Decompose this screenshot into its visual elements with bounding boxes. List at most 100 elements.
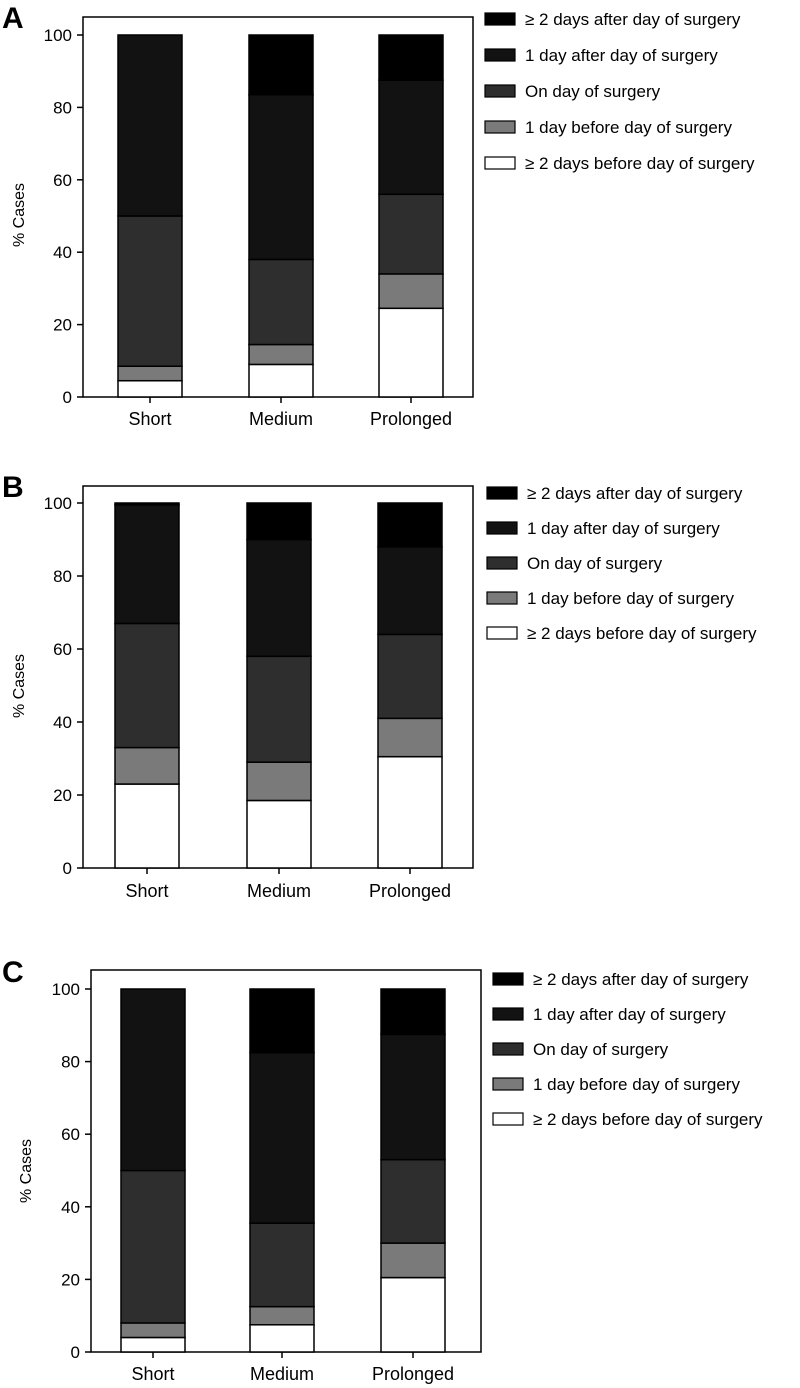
x-category-label: Medium bbox=[250, 1364, 314, 1384]
x-axis-categories: Short Medium Prolonged bbox=[125, 868, 451, 901]
legend-entry: ≥ 2 days before day of surgery bbox=[527, 624, 757, 643]
legend-entry: 1 day after day of surgery bbox=[527, 519, 720, 538]
y-tick-label: 60 bbox=[61, 1125, 80, 1144]
legend-swatch bbox=[492, 1112, 524, 1126]
panel-b: B % Cases 0 20 40 60 80 100 Short Medium Prolon… bbox=[2, 471, 757, 901]
y-tick-label: 60 bbox=[53, 640, 72, 659]
y-axis-label: % Cases bbox=[11, 654, 28, 718]
bar-segment bbox=[120, 1169, 186, 1324]
legend-entry: ≥ 2 days before day of surgery bbox=[525, 154, 755, 173]
legend-entry: ≥ 2 days before day of surgery bbox=[533, 1110, 763, 1129]
bar-segment bbox=[378, 307, 444, 398]
bar-segment bbox=[246, 655, 312, 763]
bar-segment bbox=[114, 502, 180, 506]
x-category-label: Prolonged bbox=[369, 881, 451, 901]
x-category-label: Short bbox=[128, 409, 171, 429]
legend: ≥ 2 days after day of surgery 1 day after… bbox=[492, 970, 763, 1129]
bar-segment bbox=[120, 1336, 186, 1353]
bar-segment bbox=[117, 365, 183, 382]
legend-swatch bbox=[486, 556, 518, 570]
bar-segment bbox=[246, 761, 312, 802]
bar-segment bbox=[378, 273, 444, 310]
x-category-label: Prolonged bbox=[370, 409, 452, 429]
bar-marks bbox=[117, 34, 444, 398]
panel-label-c: C bbox=[2, 956, 24, 989]
legend-swatch bbox=[486, 626, 518, 640]
y-axis-ticks: 0 20 40 60 80 100 bbox=[44, 494, 83, 878]
y-axis-label: % Cases bbox=[11, 183, 28, 247]
legend-entry: 1 day before day of surgery bbox=[533, 1075, 740, 1094]
x-category-label: Short bbox=[131, 1364, 174, 1384]
legend-swatch bbox=[484, 120, 516, 134]
y-axis-ticks: 0 20 40 60 80 100 bbox=[44, 26, 83, 407]
y-tick-label: 100 bbox=[52, 980, 80, 999]
legend-swatch bbox=[492, 1042, 524, 1056]
bar-segment bbox=[378, 34, 444, 81]
x-category-label: Medium bbox=[249, 409, 313, 429]
x-category-label: Medium bbox=[247, 881, 311, 901]
legend-swatch bbox=[486, 591, 518, 605]
panel-a: A % Cases 0 20 40 60 80 100 Short Medium Prolon… bbox=[2, 2, 755, 429]
legend-swatch bbox=[486, 486, 518, 500]
bar-segment bbox=[248, 93, 314, 261]
bar-segment bbox=[377, 502, 443, 548]
bar-segment bbox=[249, 1222, 315, 1308]
bar-segment bbox=[114, 783, 180, 869]
bar-segment bbox=[120, 1322, 186, 1339]
legend-swatch bbox=[486, 521, 518, 535]
y-tick-label: 60 bbox=[53, 171, 72, 190]
bar-segment bbox=[380, 1158, 446, 1244]
legend-entry: On day of surgery bbox=[525, 82, 661, 101]
y-axis-ticks: 0 20 40 60 80 100 bbox=[52, 980, 91, 1362]
panel-c: C % Cases 0 20 40 60 80 100 Short Medium Prolon… bbox=[2, 956, 763, 1384]
bar-segment bbox=[249, 1324, 315, 1353]
panel-label-b: B bbox=[2, 471, 24, 504]
legend-entry: ≥ 2 days after day of surgery bbox=[533, 970, 749, 989]
legend-swatch bbox=[492, 1007, 524, 1021]
y-tick-label: 20 bbox=[53, 316, 72, 335]
bar-segment bbox=[246, 799, 312, 869]
bar-segment bbox=[380, 1242, 446, 1279]
bar-segment bbox=[248, 363, 314, 398]
y-tick-label: 0 bbox=[71, 1343, 80, 1362]
legend-swatch bbox=[484, 156, 516, 170]
bar-segment bbox=[248, 34, 314, 96]
bar-segment bbox=[248, 258, 314, 346]
bar-segment bbox=[378, 79, 444, 196]
bar-segment bbox=[380, 1276, 446, 1353]
bar-segment bbox=[377, 633, 443, 720]
legend: ≥ 2 days after day of surgery 1 day after… bbox=[484, 10, 755, 173]
y-tick-label: 40 bbox=[53, 713, 72, 732]
bar-segment bbox=[380, 988, 446, 1036]
bar-segment bbox=[378, 193, 444, 275]
bar-segment bbox=[248, 343, 314, 366]
panel-label-a: A bbox=[2, 2, 24, 35]
y-tick-label: 100 bbox=[44, 494, 72, 513]
y-tick-label: 80 bbox=[53, 567, 72, 586]
legend: ≥ 2 days after day of surgery 1 day after… bbox=[486, 484, 757, 643]
bar-segment bbox=[114, 746, 180, 785]
legend-entry: On day of surgery bbox=[533, 1040, 669, 1059]
legend-entry: On day of surgery bbox=[527, 554, 663, 573]
bar-segment bbox=[249, 1051, 315, 1224]
legend-swatch bbox=[484, 12, 516, 26]
x-category-label: Short bbox=[125, 881, 168, 901]
legend-entry: 1 day after day of surgery bbox=[533, 1005, 726, 1024]
y-tick-label: 0 bbox=[63, 859, 72, 878]
y-axis-label: % Cases bbox=[18, 1139, 35, 1203]
x-category-label: Prolonged bbox=[372, 1364, 454, 1384]
bar-segment bbox=[249, 988, 315, 1054]
bar-segment bbox=[249, 1305, 315, 1326]
x-axis-categories: Short Medium Prolonged bbox=[131, 1352, 454, 1384]
legend-entry: 1 day after day of surgery bbox=[525, 46, 718, 65]
y-tick-label: 80 bbox=[53, 98, 72, 117]
bar-marks bbox=[120, 988, 446, 1353]
y-tick-label: 40 bbox=[61, 1198, 80, 1217]
legend-swatch bbox=[492, 972, 524, 986]
y-tick-label: 0 bbox=[63, 388, 72, 407]
legend-entry: ≥ 2 days after day of surgery bbox=[525, 10, 741, 29]
bar-segment bbox=[380, 1033, 446, 1161]
bar-segment bbox=[114, 504, 180, 625]
legend-entry: ≥ 2 days after day of surgery bbox=[527, 484, 743, 503]
